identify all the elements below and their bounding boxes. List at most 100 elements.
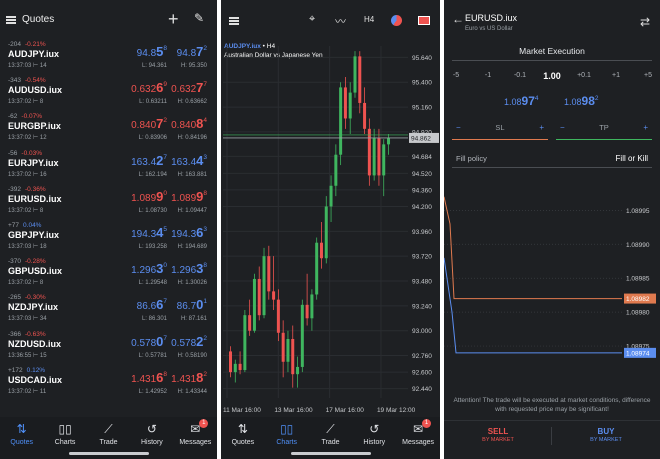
quote-change: -370 -0.28% [8, 258, 46, 265]
candle-body [248, 315, 252, 331]
page-title: Quotes [22, 14, 55, 25]
quote-row[interactable]: +77 0.04% GBPJPY.iux 13:37:03 ⊢ 18 194.345 19… [0, 221, 217, 257]
trade-icon[interactable] [418, 16, 430, 25]
bid-price[interactable]: 0.84072 [131, 116, 167, 132]
quote-row[interactable]: -343 -0.54% AUDUSD.iux 13:37:02 ⊢ 8 0.63269 0… [0, 76, 217, 112]
nav-item-history[interactable]: ↺ History [131, 421, 173, 446]
bid-price[interactable]: 0.57807 [131, 333, 167, 349]
execution-type-select[interactable]: Market Execution [452, 46, 652, 61]
sl-increase-button[interactable]: + [539, 123, 544, 132]
quote-time: 13:37:02 ⊢ 8 [8, 207, 43, 214]
nav-item-trade[interactable]: ⟋ Trade [88, 421, 130, 446]
volume-step-button[interactable]: -5 [452, 72, 460, 79]
bid-price[interactable]: 0.63269 [131, 80, 167, 96]
y-tick-label: 94.360 [412, 187, 432, 194]
stop-loss-field[interactable]: − SL + [452, 120, 548, 140]
crosshair-icon[interactable]: ⌖ [309, 13, 316, 25]
spread-icon: ⊢ [31, 135, 40, 142]
quote-time: 13:37:02 ⊢ 8 [8, 98, 43, 105]
quote-change-percent: -0.03% [21, 149, 43, 157]
nav-item-history[interactable]: ↺ History [353, 421, 395, 446]
quote-high: H: 87.161 [180, 316, 207, 323]
ask-price[interactable]: 1.43182 [171, 369, 207, 385]
menu-icon[interactable] [229, 17, 239, 25]
sl-decrease-button[interactable]: − [456, 123, 461, 132]
sell-by-market-button[interactable]: SELL BY MARKET [482, 427, 514, 443]
candle-body [296, 366, 300, 375]
bid-price[interactable]: 1.29630 [131, 261, 167, 277]
swap-icon[interactable]: ⇄ [640, 15, 651, 29]
quote-row[interactable]: -56 -0.03% EURJPY.iux 13:37:02 ⊢ 16 163.427 1… [0, 149, 217, 185]
edit-icon[interactable]: ✎ [194, 11, 205, 25]
nav-item-messages[interactable]: ✉ Messages 1 [397, 419, 439, 446]
chart-description: Australian Dollar vs Japanese Yen [224, 52, 323, 59]
trend-icon: ⟋ [104, 422, 113, 436]
bid-price[interactable]: 1.08990 [131, 188, 167, 204]
add-symbol-icon[interactable]: + [168, 9, 179, 29]
ask-price[interactable]: 194.363 [171, 224, 207, 240]
quote-change-percent: -0.30% [25, 294, 46, 302]
bid-price[interactable]: 86.667 [136, 297, 167, 313]
volume-step-button[interactable]: +5 [644, 72, 652, 79]
menu-icon[interactable] [6, 16, 16, 24]
bid-price[interactable]: 1.43168 [131, 369, 167, 385]
quote-row[interactable]: -392 -0.36% EURUSD.iux 13:37:02 ⊢ 8 1.08990 1… [0, 185, 217, 221]
nav-item-messages[interactable]: ✉ Messages 1 [174, 419, 216, 446]
quote-row[interactable]: -265 -0.30% NZDJPY.iux 13:37:03 ⊢ 34 86.667 8… [0, 293, 217, 329]
nav-item-trade[interactable]: ⟋ Trade [310, 421, 352, 446]
bid-price[interactable]: 194.345 [131, 224, 167, 240]
objects-icon[interactable] [391, 15, 402, 26]
quote-row[interactable]: -366 -0.63% NZDUSD.iux 13:36:55 ⊢ 15 0.57807… [0, 330, 217, 366]
indicators-icon[interactable]: 〰 [335, 16, 346, 28]
bid-price[interactable]: 163.427 [131, 152, 167, 168]
timeframe-button[interactable]: H4 [364, 15, 375, 24]
price-chart[interactable]: 95.640 95.400 95.160 94.920 94.684 94.520 94.3… [221, 38, 440, 418]
quote-symbol: NZDJPY.iux [8, 302, 59, 313]
sl-label: SL [495, 123, 505, 132]
buy-by-market-button[interactable]: BUY BY MARKET [590, 427, 622, 443]
candle-body [300, 304, 304, 367]
ask-price[interactable]: 0.84084 [171, 116, 207, 132]
take-profit-field[interactable]: − TP + [556, 120, 652, 140]
quote-change-percent: -0.63% [25, 330, 46, 338]
volume-step-button[interactable]: -1 [484, 72, 492, 79]
quote-row[interactable]: -204 -0.21% AUDJPY.iux 13:37:03 ⊢ 14 94.858 9… [0, 40, 217, 76]
bid-price[interactable]: 94.858 [136, 44, 167, 59]
quote-change-points: +77 [8, 221, 20, 229]
history-icon: ↺ [146, 422, 157, 436]
order-prices: 1.08974 1.08982 [444, 94, 660, 110]
nav-item-quotes[interactable]: ⇅ Quotes [222, 421, 264, 446]
y-tick-label: 95.160 [412, 105, 432, 112]
nav-item-quotes[interactable]: ⇅ Quotes [1, 421, 43, 446]
fill-policy-select[interactable]: Fill policy Fill or Kill [452, 152, 652, 168]
volume-value: 1.00 [543, 71, 561, 81]
tp-decrease-button[interactable]: − [560, 123, 565, 132]
ask-price[interactable]: 1.08998 [171, 188, 207, 204]
order-screen: ← EURUSD.iux Euro vs US Dollar ⇄ Market … [444, 0, 660, 459]
nav-item-charts[interactable]: ▯▯ Charts [266, 421, 308, 446]
volume-step-button[interactable]: -0.1 [513, 72, 527, 79]
quote-row[interactable]: +172 0.12% USDCAD.iux 13:37:02 ⊢ 11 1.43168 1… [0, 366, 217, 402]
quote-symbol: EURJPY.iux [8, 157, 59, 168]
level-label: 1.08990 [626, 242, 650, 249]
back-arrow-icon[interactable]: ← [452, 12, 464, 26]
volume-step-button[interactable]: +1 [612, 72, 620, 79]
quote-row[interactable]: -370 -0.28% GBPUSD.iux 13:37:02 ⊢ 8 1.29630 1… [0, 257, 217, 293]
candle-body [339, 87, 343, 155]
quote-row[interactable]: -62 -0.07% EURGBP.iux 13:37:02 ⊢ 12 0.84072 0… [0, 112, 217, 148]
tp-increase-button[interactable]: + [643, 123, 648, 132]
quote-change-percent: -0.07% [21, 113, 43, 121]
quote-symbol: AUDJPY.iux [8, 49, 60, 59]
ask-price[interactable]: 0.63277 [171, 80, 207, 96]
nav-item-charts[interactable]: ▯▯ Charts [44, 421, 86, 446]
x-tick-label: 19 Mar 12:00 [377, 407, 416, 414]
candle-body [353, 56, 357, 93]
volume-step-button[interactable]: +0.1 [577, 72, 591, 79]
quote-change-percent: 0.12% [26, 366, 46, 374]
ask-price[interactable]: 163.443 [171, 152, 207, 168]
unread-badge: 1 [422, 419, 432, 428]
ask-price[interactable]: 86.701 [176, 297, 207, 313]
ask-price[interactable]: 0.57822 [171, 333, 207, 349]
ask-price[interactable]: 94.872 [176, 44, 207, 59]
ask-price[interactable]: 1.29638 [171, 261, 207, 277]
